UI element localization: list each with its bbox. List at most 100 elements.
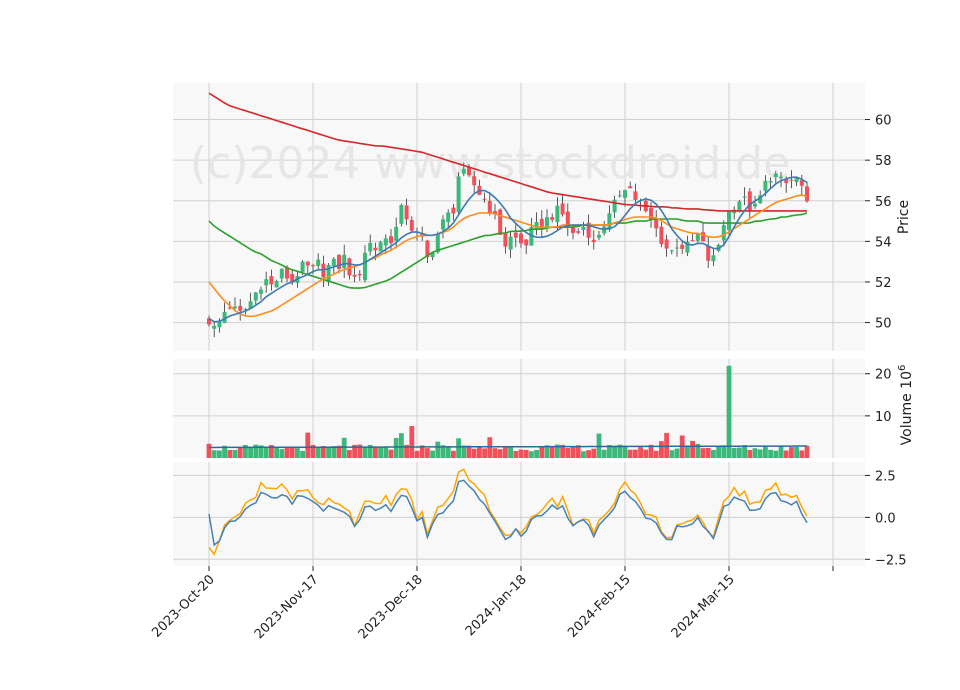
candle <box>357 273 362 276</box>
candle <box>690 240 695 242</box>
candle <box>316 259 321 266</box>
candle <box>680 244 685 249</box>
volume-bar <box>529 451 534 458</box>
volume-bar <box>430 450 435 458</box>
ma-short-line <box>208 176 808 323</box>
candle <box>513 232 518 238</box>
candle <box>695 233 700 241</box>
volume-bar <box>653 450 659 458</box>
candle <box>508 236 513 250</box>
volume-bar <box>399 433 404 458</box>
candle <box>207 318 211 325</box>
candle <box>305 261 310 266</box>
candle <box>805 186 809 202</box>
ma-mid-line <box>208 194 808 318</box>
volume-bar <box>227 449 233 458</box>
volume-bar <box>445 446 451 458</box>
volume-bar <box>211 450 217 458</box>
volume-bar <box>742 445 747 458</box>
volume-bar <box>627 449 633 458</box>
candle <box>430 252 435 258</box>
volume-bar <box>321 446 326 458</box>
price-axis-label: Price <box>896 200 912 234</box>
candle <box>617 195 622 197</box>
candle <box>649 208 653 220</box>
volume-bar <box>633 449 638 458</box>
volume-bar <box>700 448 706 458</box>
candle <box>399 205 404 224</box>
candle <box>555 205 560 223</box>
candle <box>685 241 690 253</box>
volume-bar <box>737 447 742 458</box>
candle <box>456 176 461 213</box>
volume-bar <box>773 450 779 458</box>
candle <box>238 305 243 311</box>
candle <box>706 246 711 261</box>
volume-bar <box>217 450 222 458</box>
price-tick-label: 58 <box>875 154 892 169</box>
candle <box>352 274 357 277</box>
volume-bar <box>747 449 753 458</box>
volume-bar <box>300 450 305 458</box>
volume-bar <box>482 448 487 458</box>
volume-bar <box>347 450 352 458</box>
volume-bar <box>284 446 290 458</box>
volume-bar <box>555 444 560 458</box>
volume-bar <box>617 444 623 458</box>
candle <box>576 231 581 233</box>
volume-bar <box>607 445 612 458</box>
volume-bar <box>518 449 524 458</box>
volume-bar <box>768 449 773 458</box>
candle <box>394 226 399 241</box>
volume-axis-label: Volume 106 <box>897 365 915 446</box>
ma-long-line <box>208 212 808 289</box>
volume-bar <box>503 447 508 458</box>
candle <box>461 168 466 174</box>
volume-bar <box>404 444 409 458</box>
volume-bar <box>409 425 415 458</box>
volume-bar <box>331 446 337 458</box>
candle <box>311 265 315 267</box>
candle <box>612 199 617 213</box>
price-tick-label: 56 <box>875 195 892 210</box>
volume-bar <box>269 445 274 458</box>
candle <box>534 221 539 230</box>
x-tick-label: 2023-Nov-17 <box>252 572 322 642</box>
price-panel <box>207 92 809 338</box>
volume-bar <box>804 445 810 458</box>
candle <box>248 301 253 309</box>
candle <box>347 258 352 276</box>
volume-bar <box>310 444 316 458</box>
volume-bar <box>248 446 253 458</box>
candle <box>253 292 258 301</box>
candle <box>565 211 570 228</box>
volume-bar <box>383 446 389 458</box>
candle <box>383 238 388 246</box>
volume-bar <box>315 447 321 458</box>
candle <box>233 306 237 309</box>
candle <box>591 239 596 243</box>
candle <box>227 307 232 309</box>
volume-bar <box>222 445 227 458</box>
volume-bar <box>799 450 805 458</box>
volume-bar <box>419 445 425 458</box>
candle <box>581 226 586 230</box>
volume-bar <box>752 448 758 458</box>
candle <box>217 321 222 328</box>
volume-bar <box>534 450 539 458</box>
volume-bar <box>794 446 799 458</box>
volume-bar <box>789 447 794 458</box>
candle <box>498 209 503 235</box>
candle <box>363 252 367 281</box>
price-tick-label: 54 <box>875 235 892 250</box>
volume-bar <box>643 449 649 458</box>
candle <box>721 225 726 241</box>
volume-bar <box>638 447 643 458</box>
volume-tick-label: 20 <box>875 368 892 383</box>
volume-bar <box>305 432 311 458</box>
oscillator-tick-label: 0.0 <box>875 511 896 526</box>
candle <box>789 179 794 181</box>
volume-bar <box>373 447 378 458</box>
candle <box>467 167 471 176</box>
volume-bar <box>586 450 591 458</box>
